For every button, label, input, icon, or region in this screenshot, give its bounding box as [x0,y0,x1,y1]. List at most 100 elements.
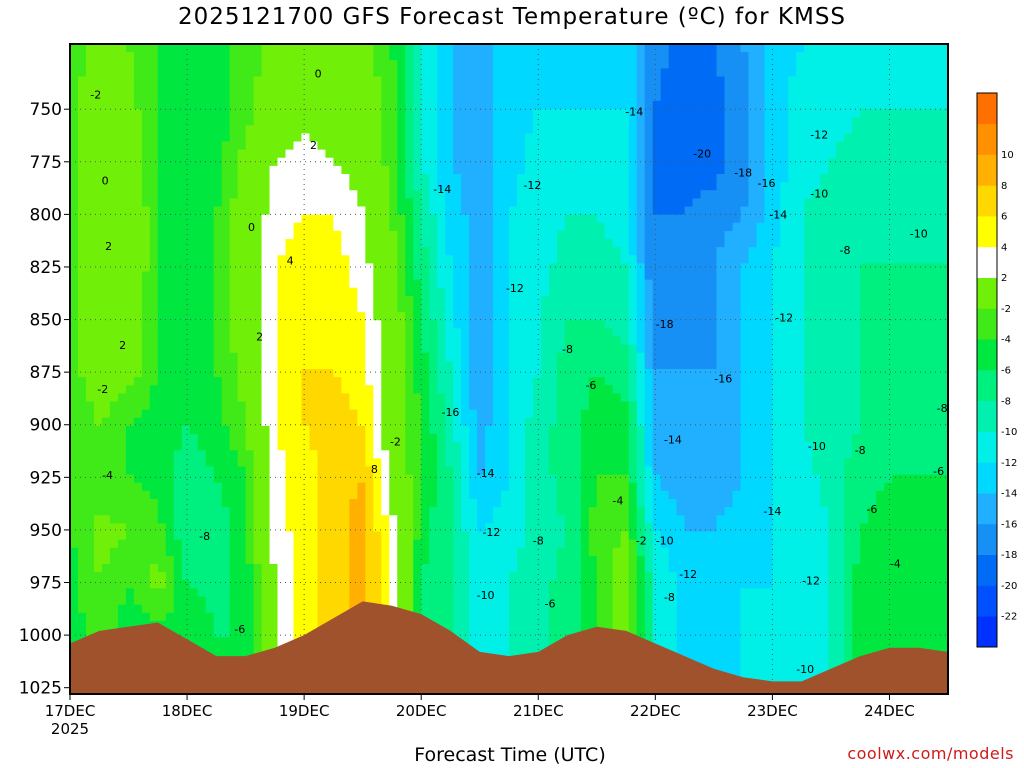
temperature-cell [173,60,183,69]
temperature-cell [205,539,215,549]
temperature-cell [205,206,215,216]
temperature-cell [445,360,454,370]
temperature-cell [165,92,175,102]
temperature-cell [237,417,247,427]
temperature-cell [349,271,358,281]
temperature-cell [349,515,358,524]
temperature-cell [333,377,342,386]
temperature-cell [453,109,462,118]
temperature-cell [413,157,422,167]
temperature-cell [421,255,430,264]
temperature-cell [373,295,382,305]
temperature-cell [501,125,510,134]
temperature-cell [437,344,446,354]
temperature-cell [165,287,175,297]
temperature-cell [469,279,478,289]
temperature-cell [237,369,247,378]
temperature-cell [397,596,406,606]
temperature-cell [181,344,191,354]
temperature-cell [93,92,103,102]
temperature-cell [165,336,175,346]
temperature-cell [548,466,558,476]
temperature-cell [349,547,358,557]
temperature-cell [301,499,311,508]
temperature-cell [70,100,79,110]
temperature-cell [197,458,207,468]
temperature-cell [317,401,327,411]
temperature-cell [373,490,382,500]
temperature-cell [493,76,502,86]
temperature-cell [70,44,79,53]
temperature-cell [189,515,199,524]
temperature-cell [453,198,462,208]
temperature-cell [197,336,207,346]
temperature-cell [157,580,167,589]
temperature-cell [429,523,438,533]
temperature-cell [548,620,558,630]
temperature-cell [237,117,247,126]
temperature-cell [301,564,311,573]
temperature-cell [341,604,350,614]
temperature-cell [445,539,454,549]
temperature-cell [548,596,558,606]
temperature-cell [365,555,374,565]
temperature-cell [117,369,127,378]
temperature-cell [540,141,550,151]
temperature-cell [333,336,342,346]
temperature-cell [445,255,454,264]
temperature-cell [461,125,470,134]
temperature-cell [485,588,494,598]
temperature-cell [101,304,111,313]
temperature-cell [293,369,303,378]
temperature-cell [357,255,366,264]
temperature-cell [501,109,510,118]
temperature-cell [237,84,247,94]
temperature-cell [405,344,414,354]
temperature-cell [117,336,127,346]
temperature-cell [548,84,558,94]
temperature-cell [333,44,342,53]
temperature-cell [556,287,566,297]
temperature-cell [309,409,319,419]
temperature-cell [109,466,119,476]
temperature-cell [357,442,366,451]
temperature-cell [237,336,247,346]
temperature-cell [309,490,319,500]
temperature-cell [341,393,350,403]
temperature-cell [133,393,143,403]
temperature-cell [237,174,247,183]
temperature-cell [70,174,79,183]
temperature-cell [301,336,311,346]
temperature-cell [93,523,103,533]
temperature-cell [485,564,494,573]
temperature-cell [229,458,239,468]
temperature-cell [205,499,215,508]
temperature-cell [85,377,95,386]
temperature-cell [445,588,454,598]
temperature-cell [556,450,566,459]
temperature-cell [205,425,215,435]
temperature-cell [349,174,358,183]
temperature-cell [501,320,510,329]
temperature-cell [453,539,462,549]
temperature-cell [213,239,223,248]
temperature-cell [213,133,223,143]
temperature-cell [461,214,470,224]
temperature-cell [477,157,486,167]
temperature-cell [389,474,398,484]
temperature-cell [237,247,247,256]
temperature-cell [397,190,406,199]
temperature-cell [540,206,550,216]
temperature-cell [437,255,446,264]
temperature-cell [133,612,143,622]
temperature-cell [381,60,390,69]
temperature-cell [333,507,342,516]
temperature-cell [325,174,334,183]
temperature-cell [245,547,255,557]
temperature-cell [485,417,494,427]
temperature-cell [237,434,247,443]
temperature-cell [93,222,103,232]
temperature-cell [285,239,295,248]
temperature-cell [405,515,414,524]
temperature-cell [261,369,271,378]
